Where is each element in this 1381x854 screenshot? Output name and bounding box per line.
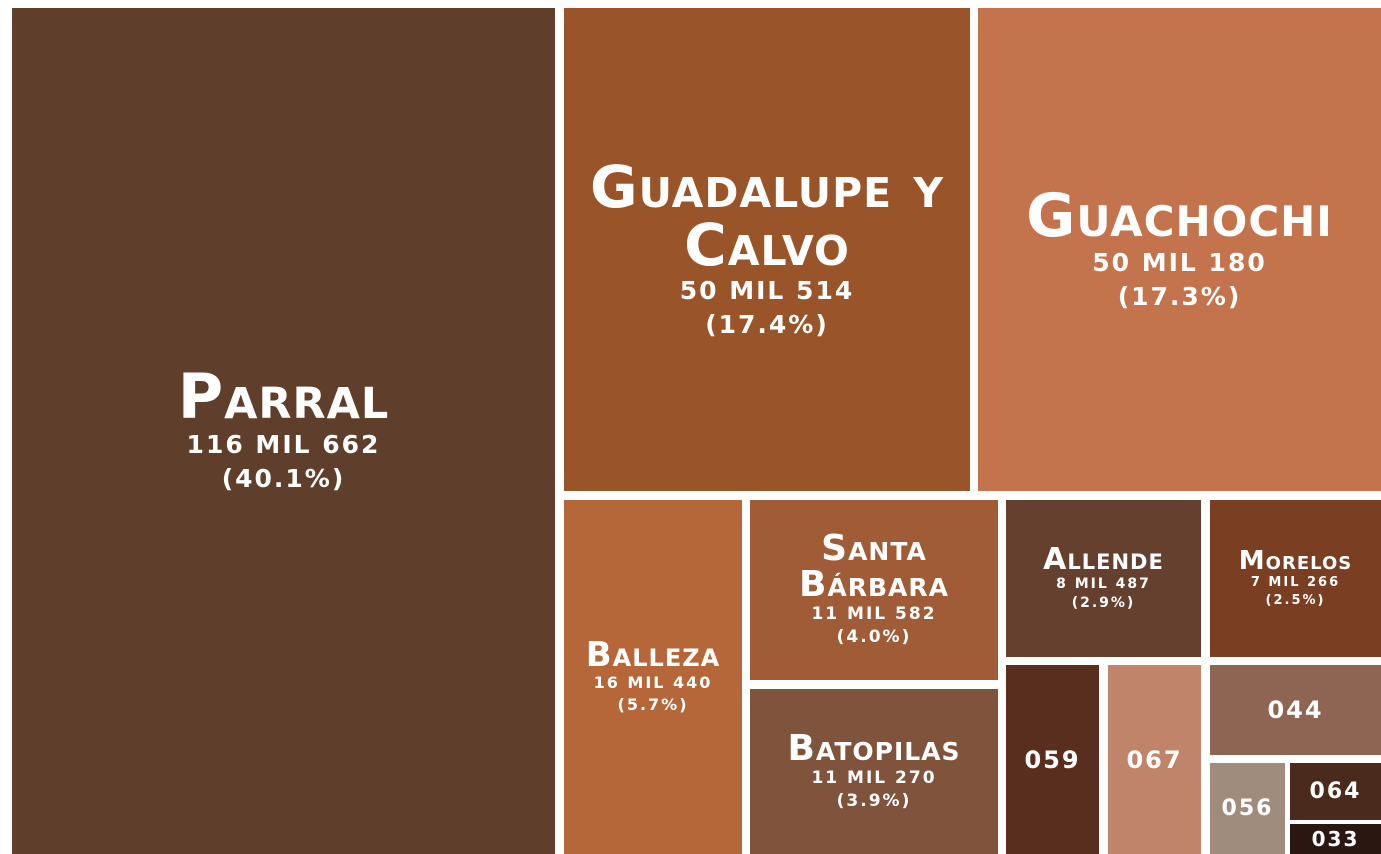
tile-name: 033 [1311, 827, 1360, 851]
tile: 059 [1006, 665, 1099, 854]
tile: Allende 8 MIL 487 (2.9%) [1006, 500, 1201, 657]
tile: 033 [1290, 824, 1381, 854]
tile-percent: (17.3%) [1117, 281, 1242, 311]
tile-percent: (2.5%) [1265, 592, 1326, 608]
tile-name: Balleza [585, 635, 721, 676]
tile-name: 064 [1309, 778, 1362, 804]
tile: Morelos 7 MIL 266 (2.5%) [1210, 500, 1381, 657]
tile-percent: (40.1%) [221, 464, 346, 493]
tile-name: Parral [177, 360, 390, 434]
tile: 064 [1290, 763, 1381, 820]
tile: Guachochi 50 MIL 180 (17.3%) [978, 8, 1381, 491]
tile-percent: (2.9%) [1071, 594, 1136, 611]
tile: Balleza 16 MIL 440 (5.7%) [564, 500, 742, 854]
tile-value: 11 MIL 270 [811, 767, 937, 788]
tile-percent: (17.4%) [705, 309, 829, 339]
tile: 067 [1108, 665, 1201, 854]
tile-name: Batopilas [787, 727, 961, 769]
tile-value: 50 MIL 180 [1092, 247, 1267, 277]
tile-name: 067 [1126, 745, 1183, 774]
tile-name: 056 [1221, 795, 1274, 821]
tile-name: 059 [1024, 745, 1081, 774]
tile: Santa Bárbara 11 MIL 582 (4.0%) [750, 500, 998, 680]
tile-value: 8 MIL 487 [1056, 575, 1151, 592]
tile: Guadalupe y Calvo 50 MIL 514 (17.4%) [564, 8, 970, 491]
tile: Batopilas 11 MIL 270 (3.9%) [750, 689, 998, 854]
tile-name: 044 [1267, 696, 1324, 724]
tile-name: Guachochi [1026, 180, 1333, 251]
tile-value: 16 MIL 440 [593, 673, 713, 693]
tile-value: 116 MIL 662 [186, 430, 381, 460]
tile-value: 50 MIL 514 [679, 275, 855, 305]
tile-name: Allende [1043, 541, 1164, 577]
tile-name: Santa Bárbara [798, 528, 950, 606]
tile-value: 7 MIL 266 [1250, 574, 1341, 590]
tile: Parral 116 MIL 662 (40.1%) [12, 8, 555, 854]
tile-percent: (3.9%) [836, 790, 912, 811]
tile-percent: (5.7%) [617, 695, 689, 714]
tile-value: 11 MIL 582 [811, 604, 937, 625]
tile-name: Morelos [1238, 545, 1353, 576]
tile-name: Guadalupe y Calvo [589, 152, 945, 279]
tile-percent: (4.0%) [836, 627, 912, 647]
tile: 056 [1210, 763, 1285, 854]
tile: 044 [1210, 665, 1381, 755]
